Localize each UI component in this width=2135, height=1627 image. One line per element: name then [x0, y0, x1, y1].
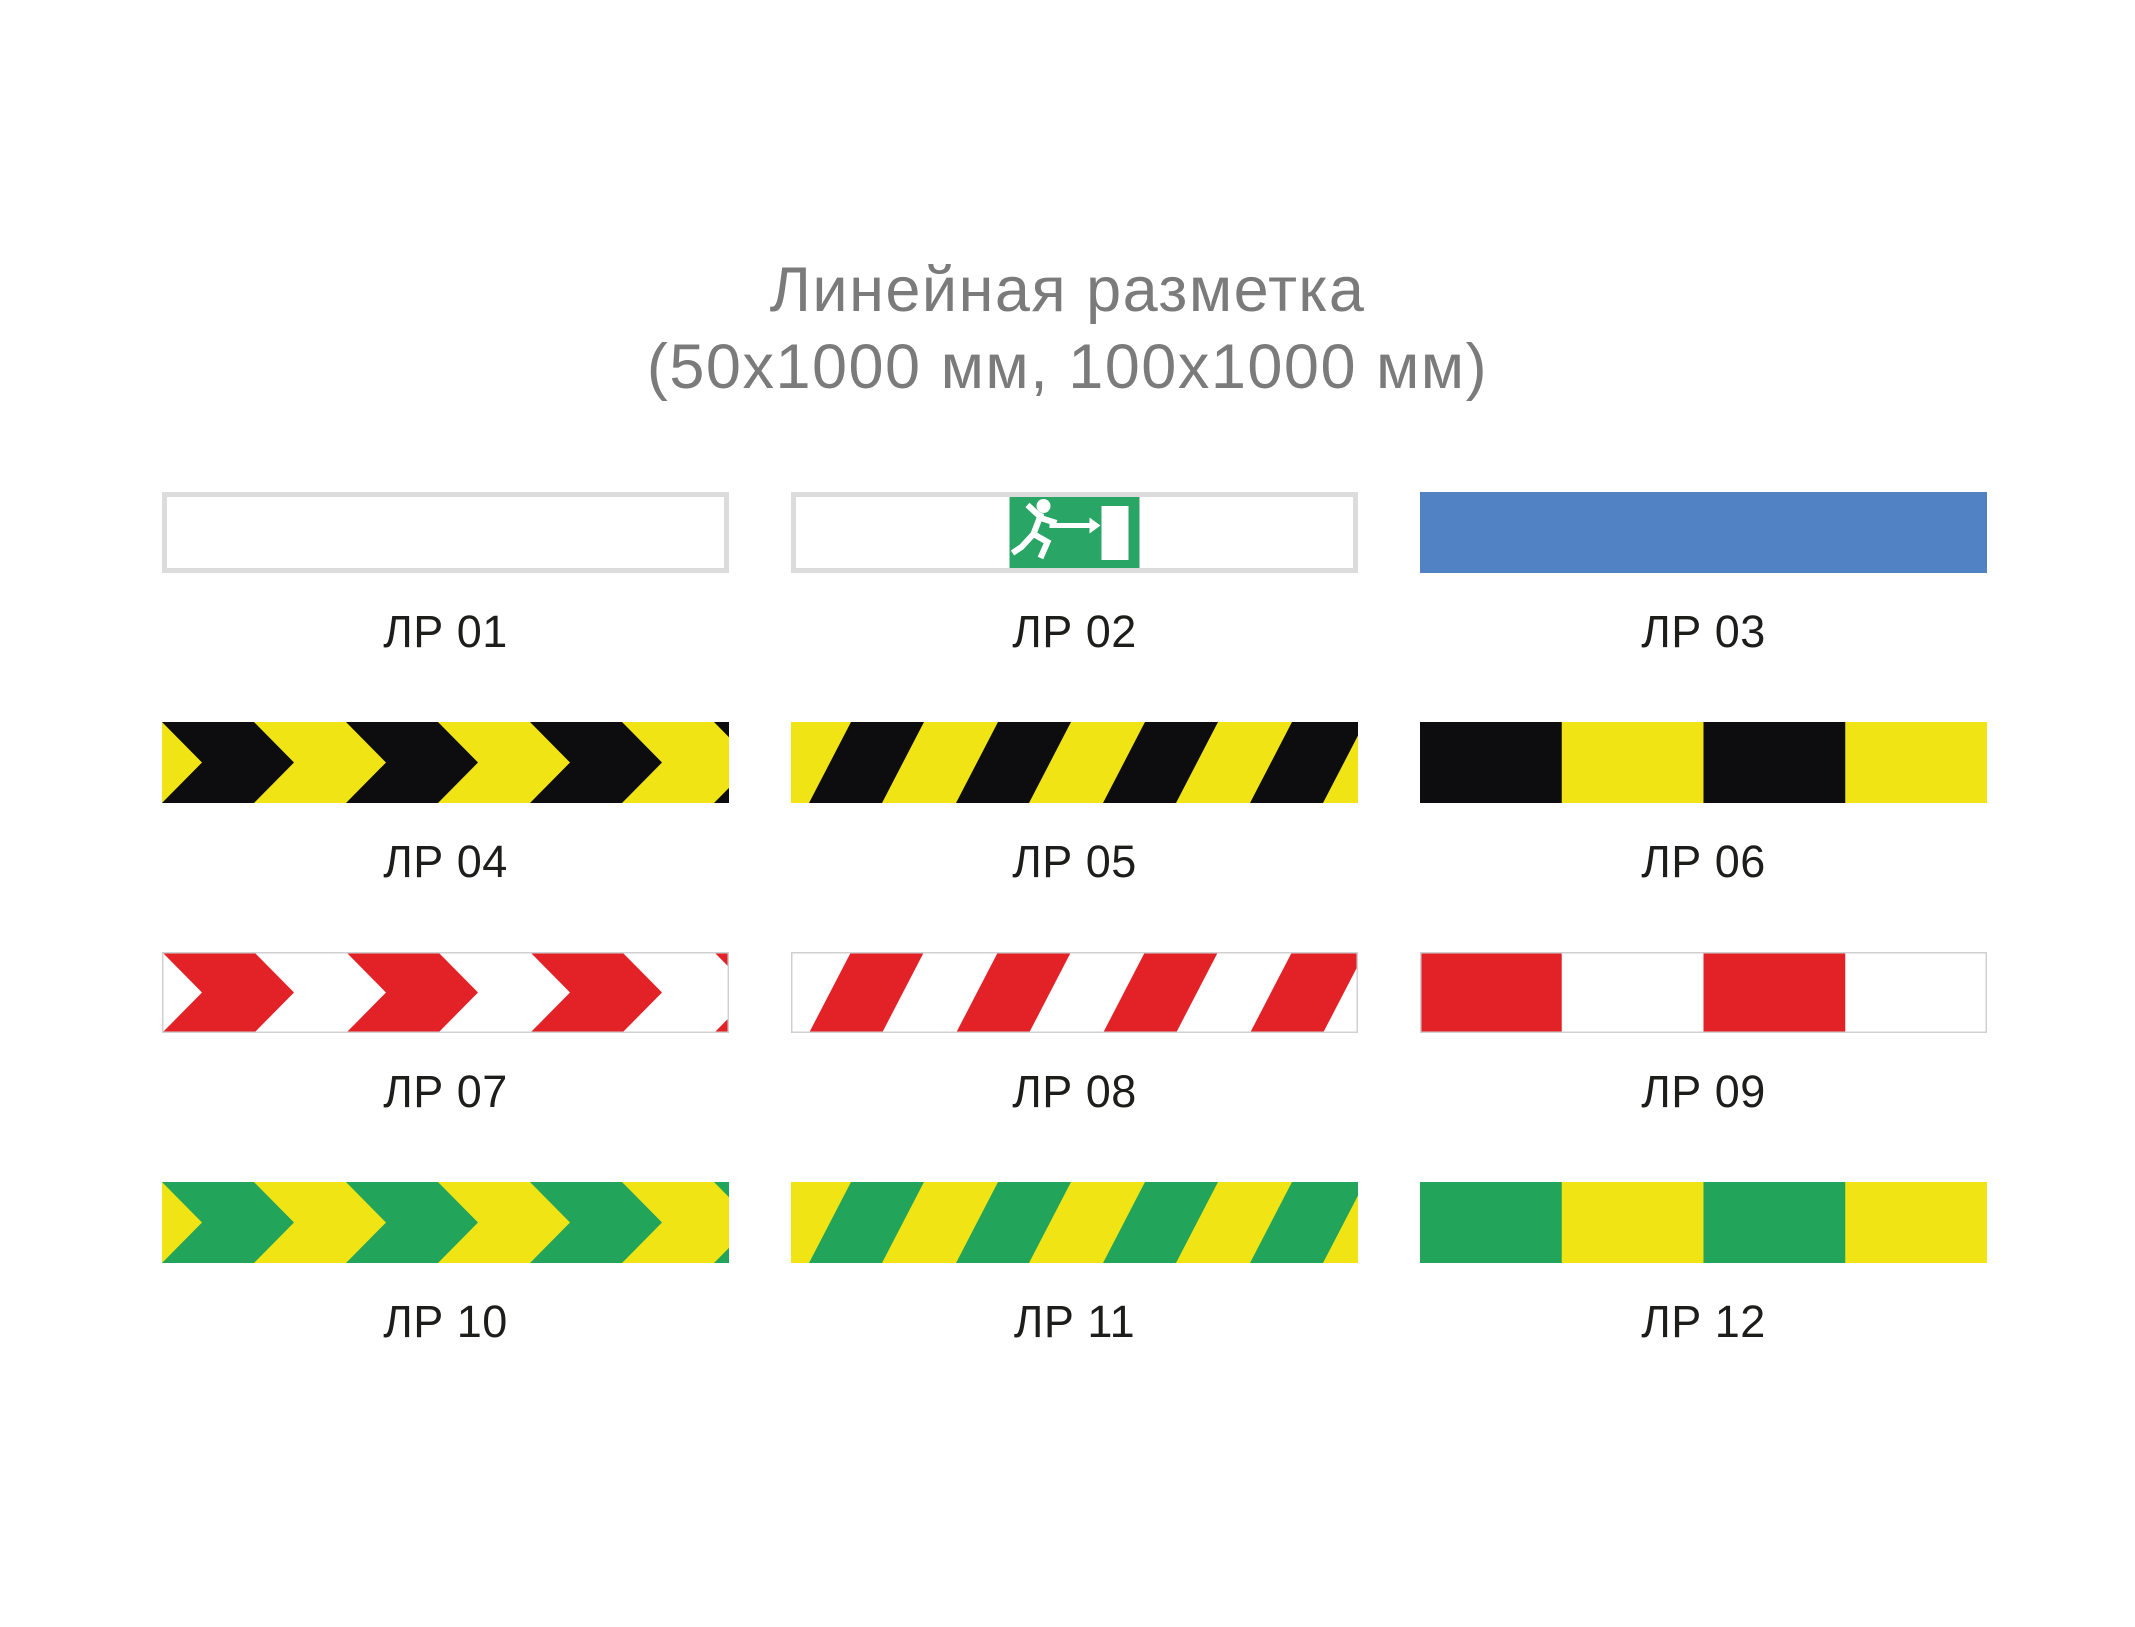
tape-swatch: [162, 952, 729, 1033]
tape-label: ЛР 07: [383, 1066, 508, 1117]
chevron-arrow: [346, 1182, 478, 1263]
tape-item-3: ЛР 03: [1420, 492, 1987, 722]
tape-label: ЛР 02: [1012, 606, 1137, 657]
title-line-2: (50x1000 мм, 100x1000 мм): [646, 332, 1489, 402]
diagonal-stripe: [1250, 952, 1358, 1033]
tape-grid: ЛР 01 ЛР 02 ЛР 03 ЛР 04 ЛР 05 ЛР 06 ЛР 0…: [162, 492, 1987, 1412]
page-title: Линейная разметка (50x1000 мм, 100x1000 …: [0, 252, 2135, 406]
tape-item-1: ЛР 01: [162, 492, 729, 722]
tape-label: ЛР 10: [383, 1296, 508, 1347]
diagonal-stripe: [809, 722, 924, 803]
chevron-arrow: [530, 722, 662, 803]
tape-label: ЛР 01: [383, 606, 508, 657]
tape-item-9: ЛР 09: [1420, 952, 1987, 1182]
chevron-arrow: [346, 722, 478, 803]
tape-background: [1420, 492, 1987, 573]
tape-background: [162, 492, 729, 573]
tape-swatch: [791, 492, 1358, 573]
diagonal-stripe: [956, 952, 1071, 1033]
chevron-arrow: [714, 1182, 729, 1263]
block-segment: [1703, 952, 1846, 1033]
tape-item-2: ЛР 02: [791, 492, 1358, 722]
tape-label: ЛР 05: [1012, 836, 1137, 887]
diagonal-stripe: [1103, 722, 1218, 803]
chevron-arrow: [530, 952, 662, 1033]
tape-swatch: [1420, 1182, 1987, 1263]
chevron-arrow: [162, 722, 294, 803]
tape-item-5: ЛР 05: [791, 722, 1358, 952]
exit-door-icon: [1101, 506, 1129, 560]
tape-swatch: [1420, 952, 1987, 1033]
tape-item-6: ЛР 06: [1420, 722, 1987, 952]
tape-border: [791, 492, 1358, 573]
tape-border: [162, 952, 729, 1033]
chevron-arrow: [162, 952, 294, 1033]
tape-swatch: [162, 1182, 729, 1263]
tape-border: [1420, 952, 1987, 1033]
tape-item-10: ЛР 10: [162, 1182, 729, 1412]
diagonal-stripe: [956, 722, 1071, 803]
tape-label: ЛР 12: [1641, 1296, 1766, 1347]
block-segment: [1703, 722, 1846, 803]
chevron-arrow: [714, 722, 729, 803]
diagonal-stripe: [1103, 1182, 1218, 1263]
diagonal-stripe: [809, 952, 924, 1033]
block-segment: [1420, 722, 1562, 803]
block-segment: [1703, 1182, 1846, 1263]
block-segment: [1420, 1182, 1562, 1263]
tape-item-7: ЛР 07: [162, 952, 729, 1182]
tape-label: ЛР 08: [1012, 1066, 1137, 1117]
tape-swatch: [791, 952, 1358, 1033]
block-segment: [1420, 952, 1562, 1033]
tape-label: ЛР 09: [1641, 1066, 1766, 1117]
running-man-icon: [1010, 499, 1058, 560]
diagonal-stripe: [1103, 952, 1218, 1033]
tape-item-12: ЛР 12: [1420, 1182, 1987, 1412]
diagonal-stripe: [1250, 722, 1358, 803]
tape-item-11: ЛР 11: [791, 1182, 1358, 1412]
tape-label: ЛР 04: [383, 836, 508, 887]
diagonal-stripe: [956, 1182, 1071, 1263]
tape-swatch: [1420, 492, 1987, 573]
diagonal-stripe: [1250, 1182, 1358, 1263]
tape-swatch: [1420, 722, 1987, 803]
tape-border: [162, 492, 729, 573]
exit-sign-icon: [1009, 492, 1140, 573]
tape-border: [791, 952, 1358, 1033]
tape-label: ЛР 06: [1641, 836, 1766, 887]
diagonal-stripe: [809, 1182, 924, 1263]
chevron-arrow: [346, 952, 478, 1033]
tape-swatch: [162, 492, 729, 573]
tape-label: ЛР 03: [1641, 606, 1766, 657]
tape-swatch: [791, 722, 1358, 803]
tape-item-4: ЛР 04: [162, 722, 729, 952]
chevron-arrow: [162, 1182, 294, 1263]
tape-swatch: [791, 1182, 1358, 1263]
tape-label: ЛР 11: [1013, 1296, 1136, 1347]
title-line-1: Линейная разметка: [769, 255, 1366, 325]
chevron-arrow: [530, 1182, 662, 1263]
tape-item-8: ЛР 08: [791, 952, 1358, 1182]
tape-swatch: [162, 722, 729, 803]
exit-arrow-icon: [1049, 517, 1101, 534]
